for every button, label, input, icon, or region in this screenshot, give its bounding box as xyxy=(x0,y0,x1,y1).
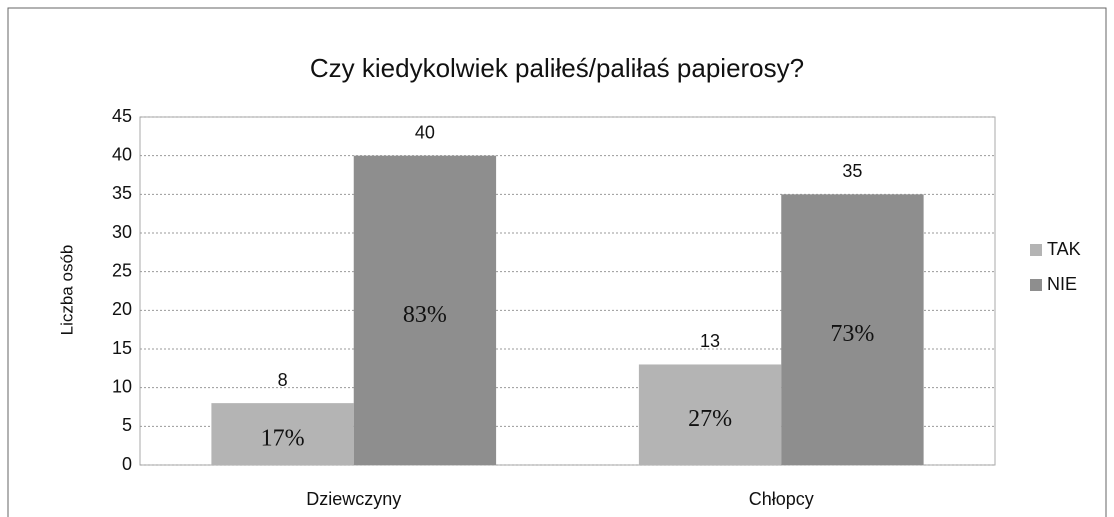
y-tick-label: 30 xyxy=(112,222,132,242)
y-tick-label: 40 xyxy=(112,144,132,164)
bar xyxy=(353,155,497,465)
legend-label: TAK xyxy=(1047,239,1081,259)
percent-label: 17% xyxy=(261,426,305,452)
percent-label: 73% xyxy=(830,321,874,347)
legend-label: NIE xyxy=(1047,274,1077,294)
y-tick-label: 45 xyxy=(112,106,132,126)
chart-title: Czy kiedykolwiek paliłeś/paliłaś papiero… xyxy=(310,53,804,83)
y-tick-label: 15 xyxy=(112,338,132,358)
y-tick-label: 5 xyxy=(122,415,132,435)
y-tick-label: 20 xyxy=(112,299,132,319)
value-label: 35 xyxy=(842,161,862,181)
bar xyxy=(211,403,354,465)
y-tick-label: 0 xyxy=(122,454,132,474)
plot-area xyxy=(139,116,996,466)
legend-swatch xyxy=(1030,244,1042,256)
frame xyxy=(7,7,1107,517)
value-label: 40 xyxy=(415,122,435,142)
y-tick-label: 25 xyxy=(112,260,132,280)
bar xyxy=(638,364,782,465)
legend-swatch xyxy=(1030,279,1042,291)
percent-label: 27% xyxy=(688,406,732,432)
x-tick-label: Dziewczyny xyxy=(306,489,401,509)
x-tick-label: Chłopcy xyxy=(749,489,814,509)
percent-label: 83% xyxy=(403,302,447,328)
y-tick-label: 35 xyxy=(112,183,132,203)
bar xyxy=(781,194,924,466)
y-tick-label: 10 xyxy=(112,376,132,396)
y-axis-label: Liczba osób xyxy=(57,245,76,336)
value-label: 13 xyxy=(700,331,720,351)
value-label: 8 xyxy=(278,370,288,390)
